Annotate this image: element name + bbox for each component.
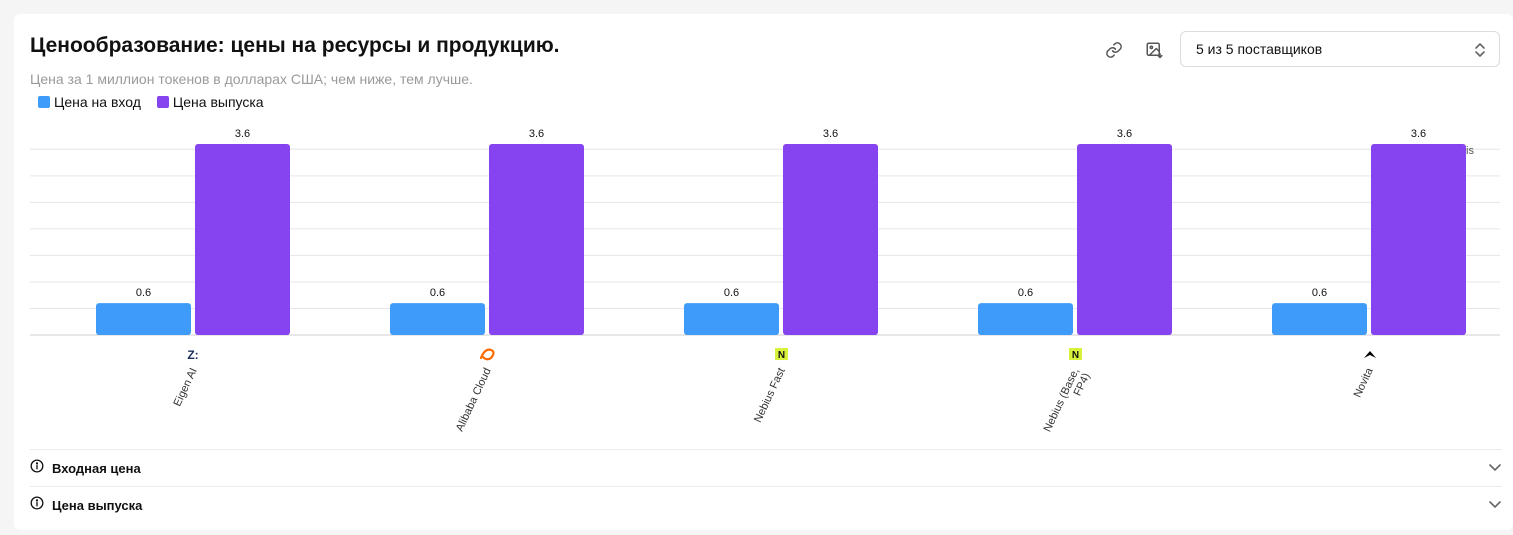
provider-select-value: 5 из 5 поставщиков [1196, 41, 1323, 57]
data-label: 0.6 [1312, 287, 1327, 299]
accordion-label: Входная цена [52, 460, 141, 476]
accordion-label: Цена выпуска [52, 497, 143, 513]
accordion-divider [30, 486, 1502, 487]
link-icon[interactable] [1102, 38, 1126, 62]
bar-output-price [1077, 144, 1172, 335]
chart-legend: Цена на вход Цена выпуска [38, 94, 280, 110]
chevron-down-icon [1488, 497, 1502, 516]
novita-logo-icon [1364, 351, 1376, 358]
legend-label-output: Цена выпуска [172, 94, 264, 110]
bar-input-price [96, 303, 191, 335]
chevron-down-icon [1488, 460, 1502, 479]
data-label: 3.6 [1411, 128, 1426, 140]
legend-label-input: Цена на вход [54, 94, 141, 110]
eigen-logo-icon: Z: [187, 348, 198, 362]
bar-chart: al Analysis0.63.6Z:Eigen AI0.63.6Alibaba… [30, 128, 1500, 439]
info-icon [30, 496, 44, 515]
bar-output-price [489, 144, 584, 335]
bar-input-price [978, 303, 1073, 335]
nebius-logo-icon [1069, 348, 1082, 360]
accordion-output-price[interactable]: Цена выпуска [30, 487, 1502, 523]
bar-output-price [1371, 144, 1466, 335]
x-tick-label: Nebius Fast [752, 366, 788, 424]
info-icon [30, 459, 44, 478]
bar-input-price [684, 303, 779, 335]
legend-item-output[interactable]: Цена выпуска [156, 94, 264, 110]
bar-input-price [1272, 303, 1367, 335]
page-subtitle: Цена за 1 миллион токенов в долларах США… [30, 71, 473, 87]
bar-output-price [195, 144, 290, 335]
data-label: 3.6 [529, 128, 544, 140]
x-tick-label: Alibaba Cloud [454, 366, 494, 433]
legend-swatch-output [156, 96, 169, 108]
bar-input-price [390, 303, 485, 335]
data-label: 0.6 [136, 287, 151, 299]
legend-swatch-input [38, 96, 50, 108]
data-label: 3.6 [823, 128, 838, 140]
data-label: 3.6 [1117, 128, 1132, 140]
data-label: 0.6 [724, 287, 739, 299]
accordion-input-price[interactable]: Входная цена [30, 450, 1502, 486]
bar-output-price [783, 144, 878, 335]
nebius-logo-glyph: N [778, 350, 785, 361]
x-tick-label: Nebius (Base,FP4) [1042, 366, 1093, 439]
legend-item-input[interactable]: Цена на вход [38, 94, 141, 110]
pricing-card: Ценообразование: цены на ресурсы и проду… [14, 14, 1513, 530]
data-label: 3.6 [235, 128, 250, 140]
accordion-divider-top [30, 449, 1502, 450]
chevron-updown-icon [1473, 41, 1487, 62]
x-tick-label: Eigen AI [172, 366, 200, 408]
image-download-icon[interactable] [1142, 38, 1166, 62]
x-tick-label: Novita [1352, 365, 1376, 399]
data-label: 0.6 [1018, 287, 1033, 299]
nebius-logo-glyph: N [1072, 350, 1079, 361]
page-title: Ценообразование: цены на ресурсы и проду… [30, 34, 560, 57]
nebius-logo-icon [775, 348, 788, 360]
alibaba-logo-icon [479, 348, 495, 361]
data-label: 0.6 [430, 287, 445, 299]
provider-select[interactable]: 5 из 5 поставщиков [1180, 31, 1500, 67]
